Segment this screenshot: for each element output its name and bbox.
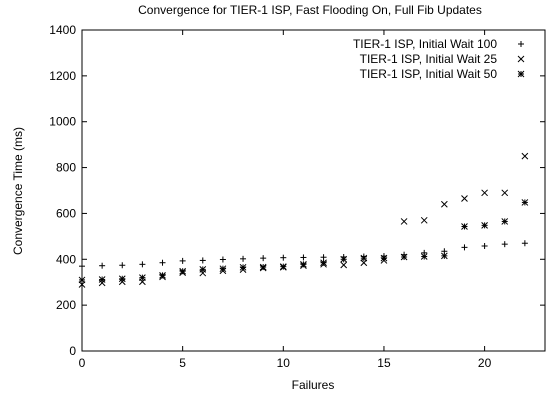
data-point-series-1 [79, 263, 85, 270]
data-point-series-1 [99, 262, 106, 269]
y-tick-label: 800 [56, 161, 76, 175]
data-point-series-3 [78, 276, 86, 284]
data-point-series-2 [521, 152, 529, 160]
x-tick-label: 10 [277, 356, 291, 370]
data-point-series-3 [380, 254, 388, 262]
y-tick-label: 1000 [49, 115, 76, 129]
data-point-series-3 [239, 263, 247, 271]
data-point-series-1 [501, 241, 508, 248]
data-point-series-2 [420, 216, 428, 224]
data-point-series-3 [320, 259, 327, 267]
data-point-series-2 [461, 195, 468, 202]
data-point-series-3 [139, 274, 146, 281]
data-point-series-3 [300, 260, 307, 268]
data-point-series-3 [400, 253, 408, 261]
data-points [78, 152, 529, 288]
data-point-series-3 [118, 275, 126, 283]
y-tick-label: 400 [56, 252, 76, 266]
data-point-series-2 [481, 189, 488, 197]
data-point-series-1 [521, 240, 528, 247]
data-point-series-3 [420, 253, 428, 260]
data-point-series-3 [481, 221, 488, 229]
data-point-series-3 [461, 223, 468, 230]
data-point-series-1 [240, 255, 247, 262]
data-point-series-3 [159, 271, 166, 279]
data-point-series-1 [280, 254, 287, 261]
legend-marker-series-2 [517, 55, 525, 63]
legend-marker-series-1 [518, 41, 524, 47]
data-point-series-3 [199, 266, 207, 273]
data-point-series-1 [481, 242, 488, 249]
data-point-series-2 [440, 200, 448, 208]
data-point-series-3 [521, 199, 529, 206]
plot-frame [81, 29, 546, 352]
x-tick-label: 0 [79, 356, 86, 370]
y-tick-label: 1400 [49, 23, 76, 37]
x-tick-label: 5 [179, 356, 186, 370]
data-point-series-1 [320, 254, 327, 261]
y-tick-label: 600 [56, 206, 76, 220]
data-point-series-1 [179, 257, 186, 264]
y-tick-label: 200 [56, 298, 76, 312]
x-axis-label: Failures [292, 378, 335, 392]
y-axis-label: Convergence Time (ms) [11, 127, 25, 255]
data-point-series-3 [440, 252, 448, 260]
data-point-series-1 [300, 254, 307, 261]
chart-title: Convergence for TIER-1 ISP, Fast Floodin… [138, 3, 482, 17]
data-point-series-2 [340, 261, 348, 269]
data-point-series-3 [360, 254, 368, 262]
data-point-series-2 [400, 218, 408, 225]
y-tick-label: 0 [69, 344, 76, 358]
data-point-series-1 [260, 255, 267, 262]
data-point-series-3 [259, 263, 267, 271]
data-point-series-1 [119, 262, 126, 269]
data-point-series-3 [179, 267, 187, 275]
data-point-series-1 [219, 256, 226, 263]
data-point-series-3 [340, 255, 348, 263]
x-tick-label: 20 [478, 356, 492, 370]
legend-marker-series-3 [517, 70, 525, 78]
legend-label-series-1: TIER-1 ISP, Initial Wait 100 [353, 37, 497, 51]
data-point-series-3 [98, 276, 106, 283]
data-point-series-3 [279, 263, 287, 270]
data-point-series-1 [199, 257, 206, 264]
data-point-series-2 [501, 189, 509, 197]
data-point-series-1 [461, 244, 468, 251]
legend-label-series-3: TIER-1 ISP, Initial Wait 50 [360, 67, 498, 81]
data-point-series-1 [139, 261, 146, 268]
data-point-series-1 [159, 259, 166, 266]
data-point-series-3 [501, 218, 509, 225]
data-point-series-3 [219, 265, 227, 273]
legend-label-series-2: TIER-1 ISP, Initial Wait 25 [360, 52, 498, 66]
y-tick-label: 1200 [49, 69, 76, 83]
x-tick-label: 15 [377, 356, 391, 370]
